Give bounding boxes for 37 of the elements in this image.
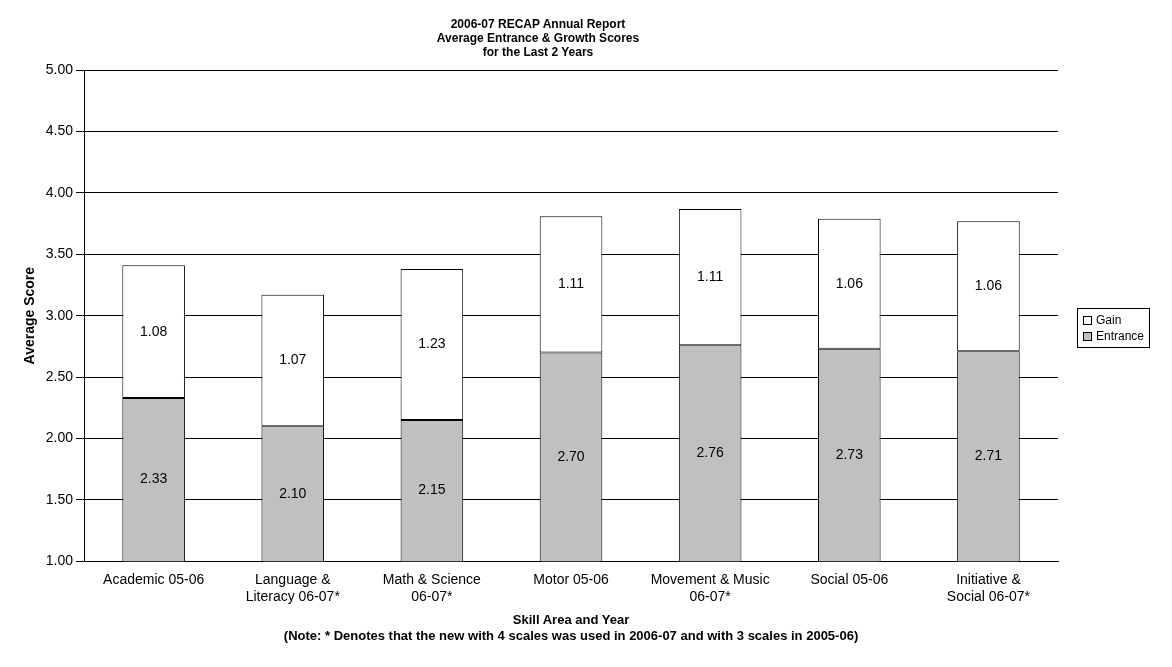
x-tick-label: Initiative & Social 06-07*	[946, 571, 1031, 605]
data-label: 1.08	[139, 322, 168, 339]
x-tick-label: Academic 05-06	[103, 571, 205, 588]
data-label: 1.06	[835, 274, 864, 291]
x-tick-label: Language & Literacy 06-07*	[245, 571, 341, 605]
data-label: 1.07	[279, 351, 307, 368]
y-tick-label: 2.00	[45, 429, 74, 446]
data-label: 1.06	[974, 277, 1003, 294]
x-tick-label: Math & Science 06-07*	[382, 571, 482, 605]
data-label: 1.11	[557, 275, 585, 292]
data-label: 2.76	[696, 444, 724, 461]
y-tick-label: 4.00	[45, 183, 74, 200]
y-tick-label: 1.00	[45, 552, 74, 569]
chart-title: 2006-07 RECAP Annual Report	[450, 16, 626, 31]
data-label: 2.33	[139, 470, 168, 487]
x-tick-label: Movement & Music 06-07*	[650, 571, 770, 605]
text: Gain	[1095, 312, 1122, 328]
data-label: 1.11	[697, 267, 724, 284]
data-label: 2.71	[974, 447, 1003, 464]
y-tick-label: 4.50	[45, 122, 74, 139]
x-axis-title: Skill Area and Year	[512, 612, 630, 628]
x-tick-label: Motor 05-06	[533, 571, 609, 588]
chart-subtitle: Average Entrance & Growth Scores for the Last 2 Years	[436, 30, 640, 60]
y-tick-label: 1.50	[45, 490, 74, 507]
y-tick-label: 3.50	[45, 245, 74, 262]
data-label: 2.70	[557, 447, 585, 464]
y-tick-label: 2.50	[45, 367, 74, 384]
y-axis-title: Average Score	[21, 266, 38, 365]
legend-label: Entrance	[1095, 328, 1144, 344]
y-tick-label: 5.00	[45, 61, 74, 78]
data-label: 2.73	[835, 445, 864, 462]
data-label: 2.10	[279, 484, 307, 501]
data-label: 1.23	[418, 335, 446, 352]
x-tick-label: Social 05-06	[810, 571, 889, 588]
y-tick-label: 3.00	[45, 306, 74, 323]
text: (Note: * Denotes that the new with 4 scales was used in 2006-07 and with 3 scales in 2005-06)	[283, 627, 859, 643]
data-label: 2.15	[418, 481, 446, 498]
